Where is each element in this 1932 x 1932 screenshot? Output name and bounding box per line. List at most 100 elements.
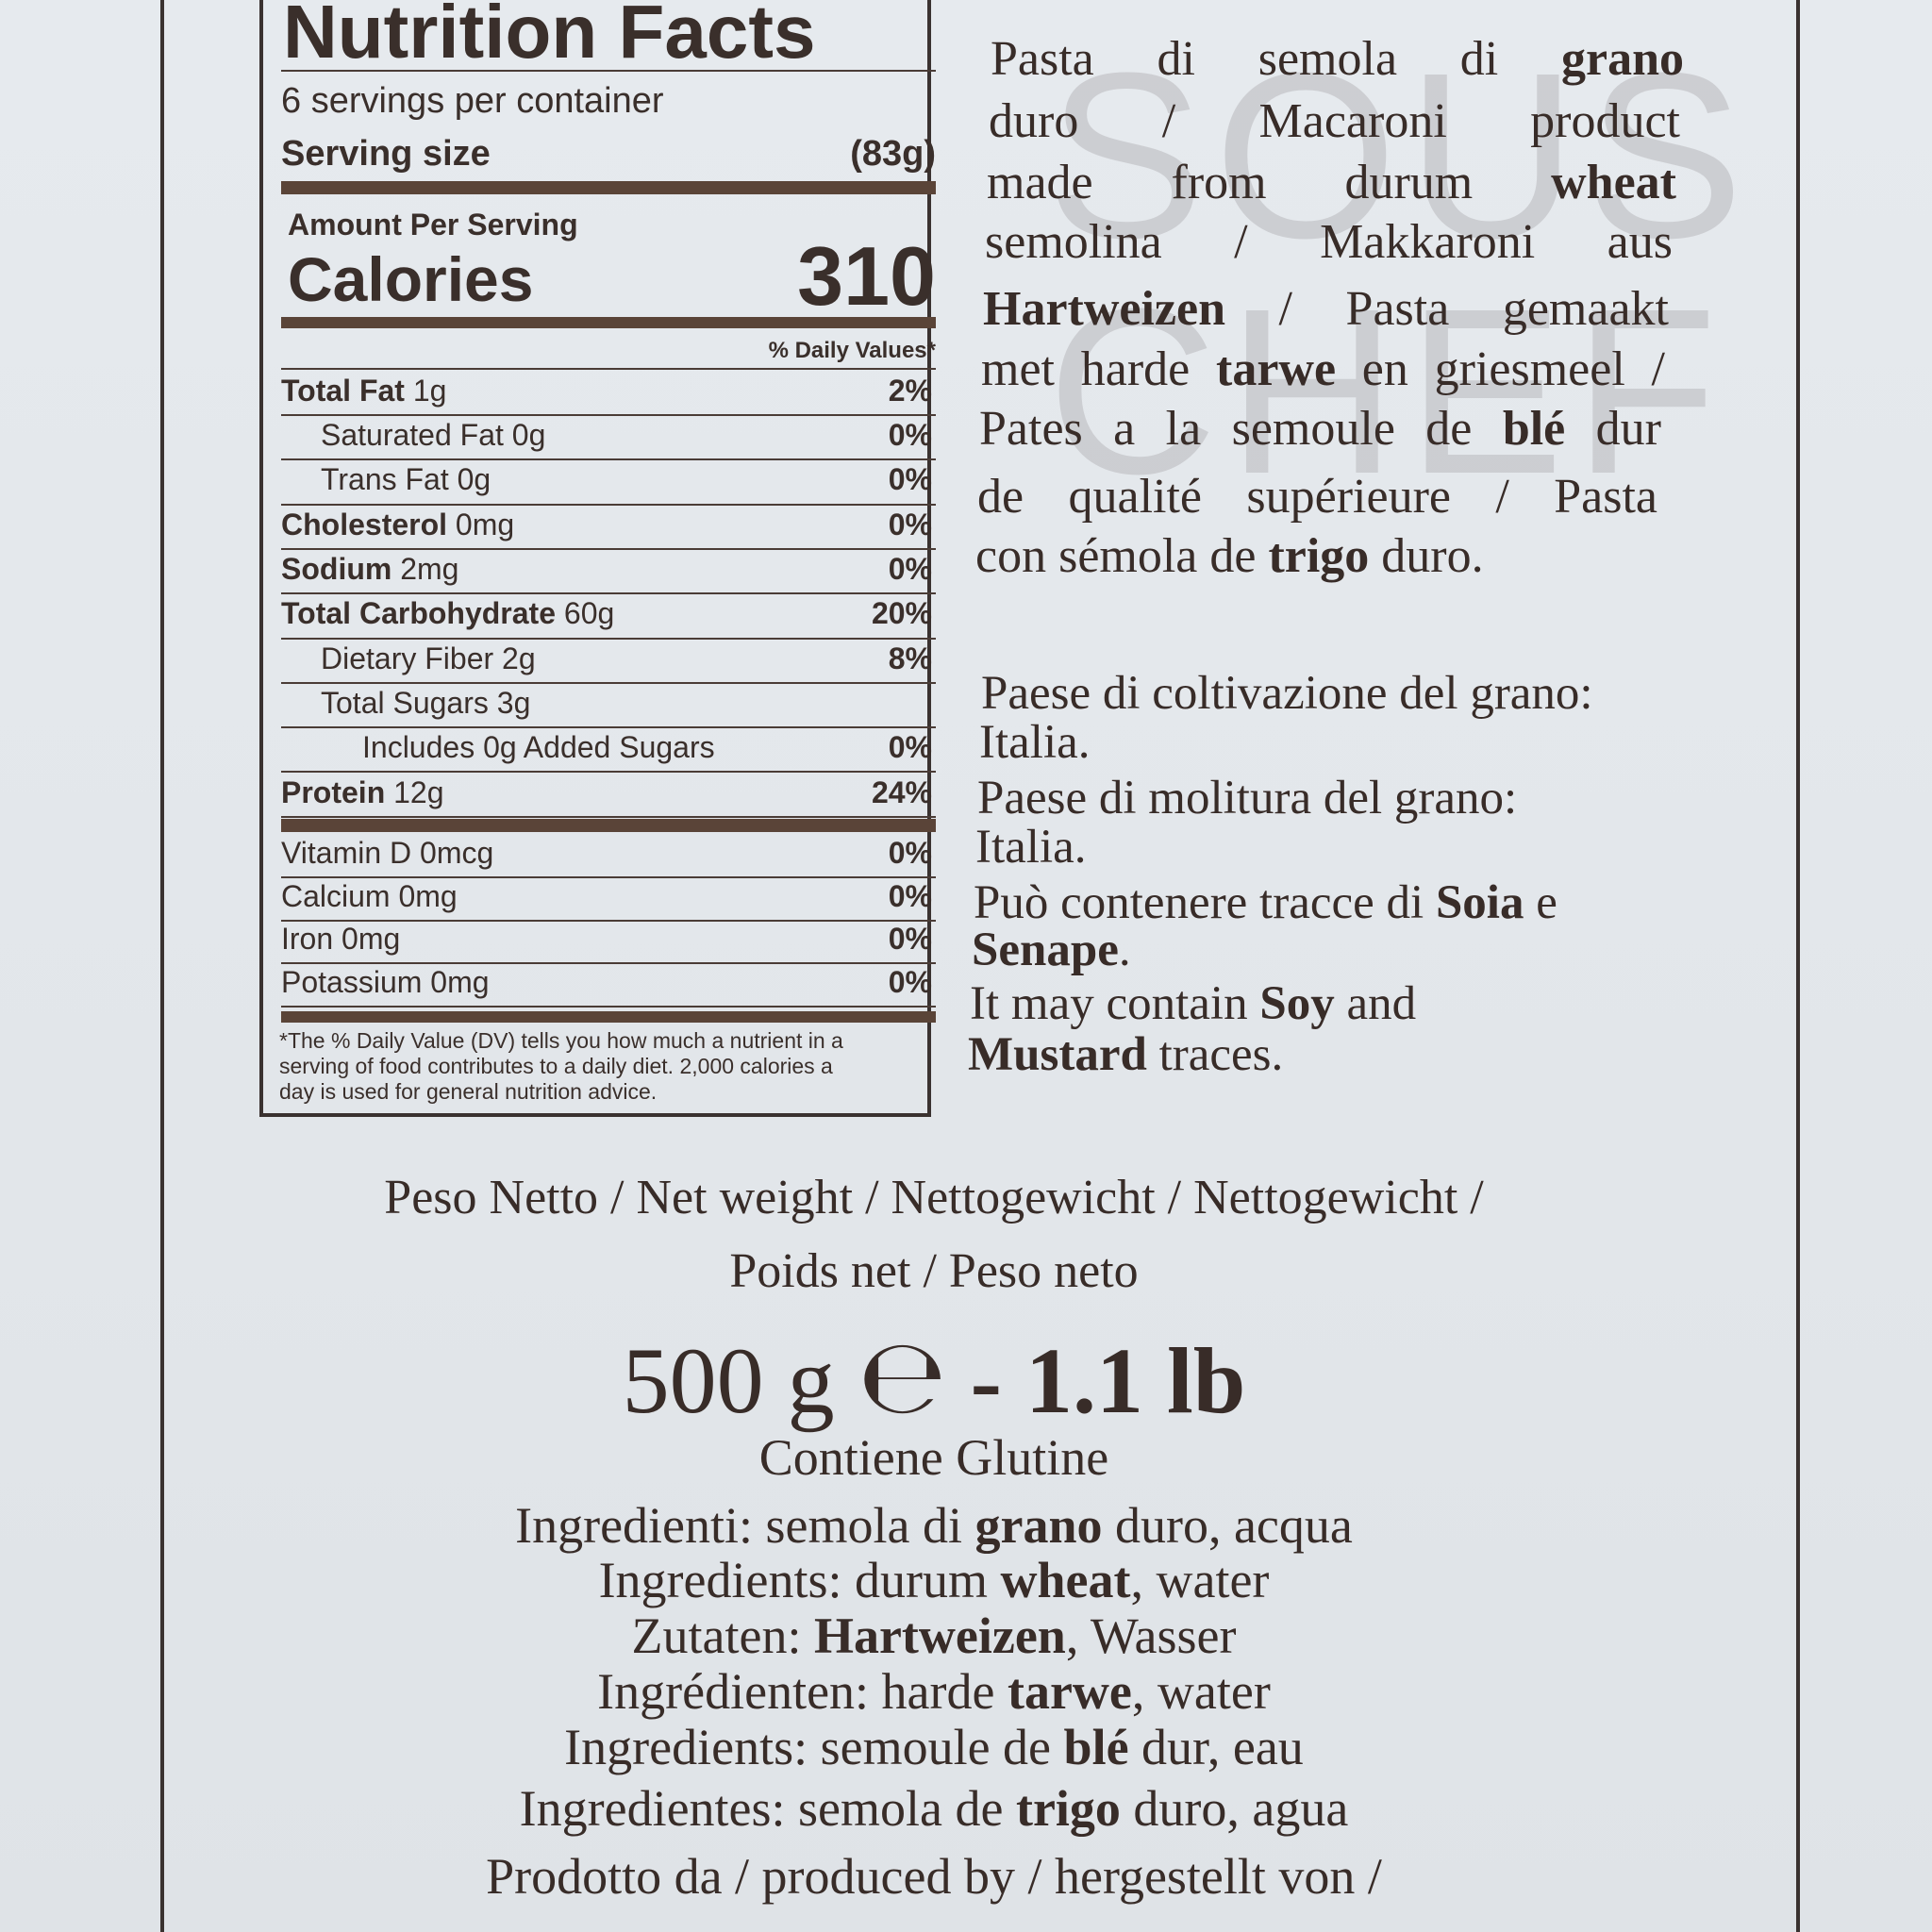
text: de qualité supérieure / Pasta bbox=[977, 470, 1657, 524]
rule bbox=[281, 70, 936, 72]
daily-value: 2% bbox=[888, 373, 932, 408]
nutrient-amount: 60g bbox=[563, 596, 615, 631]
text: , water bbox=[1131, 1663, 1271, 1720]
text: semolina / Makkaroni aus bbox=[985, 215, 1673, 269]
nutrient-label: Total Carbohydrate 60g bbox=[281, 596, 614, 631]
nutrient-amount: 1g bbox=[412, 373, 447, 408]
footnote: serving of food contributes to a daily d… bbox=[279, 1054, 833, 1078]
nutrient-amount: 0g bbox=[511, 418, 546, 453]
nutrient-label: Calcium 0mg bbox=[281, 879, 458, 914]
rule bbox=[281, 368, 936, 370]
rule bbox=[281, 681, 936, 684]
text: con sémola de bbox=[975, 529, 1269, 583]
nutrient-amount: 2g bbox=[502, 641, 536, 675]
text-line: Ingredienti: semola di grano duro, acqua bbox=[0, 1500, 1900, 1551]
text-line: Pasta di semola di grano bbox=[991, 35, 1684, 84]
text-line: Senape. bbox=[972, 926, 1131, 974]
bold-text: trigo bbox=[1015, 1780, 1121, 1837]
text: Contiene Glutine bbox=[758, 1429, 1109, 1486]
text-line: Paese di coltivazione del grano: bbox=[981, 670, 1593, 718]
daily-value: 0% bbox=[888, 878, 932, 913]
bold-text: wheat bbox=[1551, 156, 1676, 209]
rule bbox=[281, 592, 936, 595]
text: traces. bbox=[1146, 1028, 1284, 1081]
watermark: CHEF bbox=[1047, 259, 1727, 523]
text: en griesmeel / bbox=[1336, 342, 1665, 396]
text-line: Italia. bbox=[979, 719, 1091, 767]
daily-value: 0% bbox=[888, 964, 932, 999]
weight-metric: 500 g bbox=[622, 1328, 835, 1433]
text-line: Paese di molitura del grano: bbox=[977, 774, 1517, 823]
text: Ingredients: semoule de bbox=[564, 1719, 1064, 1775]
text: Paese di molitura del grano: bbox=[977, 772, 1518, 824]
text-line: It may contain Soy and bbox=[970, 980, 1416, 1028]
nutrient-name: Iron bbox=[281, 922, 334, 957]
weight-imperial: - 1.1 lb bbox=[970, 1328, 1246, 1433]
estimated-sign: ℮ bbox=[858, 1316, 947, 1437]
serving-size-label: Serving size bbox=[281, 134, 491, 174]
nutrient-label: Total Sugars 3g bbox=[321, 686, 530, 721]
bold-text: grano bbox=[1561, 32, 1684, 86]
nutrient-name: Total Carbohydrate bbox=[281, 596, 556, 631]
nutrient-amount: 12g bbox=[393, 774, 444, 809]
text-line: Italia. bbox=[975, 824, 1087, 872]
nutrient-amount: 0mg bbox=[341, 922, 401, 957]
text: dur bbox=[1565, 402, 1661, 456]
package-edge bbox=[1796, 0, 1800, 1932]
bold-text: blé bbox=[1502, 402, 1566, 456]
text: Ingrédienten: harde bbox=[597, 1663, 1008, 1720]
nutrient-amount: 2mg bbox=[400, 552, 459, 586]
nutrient-name: Sodium bbox=[281, 552, 392, 586]
text-line: Prodotto da / produced by / hergestellt … bbox=[0, 1851, 1900, 1902]
text-line: con sémola de trigo duro. bbox=[975, 532, 1484, 581]
text-line: Mustard traces. bbox=[968, 1031, 1283, 1079]
nutrient-label: Iron 0mg bbox=[281, 922, 400, 957]
text: Italia. bbox=[975, 821, 1087, 874]
text: Prodotto da / produced by / hergestellt … bbox=[486, 1848, 1382, 1905]
nutrient-label: Potassium 0mg bbox=[281, 965, 490, 1000]
dv-header: % Daily Values* bbox=[768, 338, 936, 363]
nutrient-name: Total Fat bbox=[281, 373, 405, 408]
serving-size: (83g) bbox=[850, 134, 936, 174]
text: Pates a la semoule de bbox=[979, 402, 1503, 456]
text-line: de qualité supérieure / Pasta bbox=[977, 473, 1657, 522]
bold-text: Hartweizen bbox=[813, 1607, 1066, 1664]
text: Ingredienti: semola di bbox=[515, 1497, 975, 1554]
amount-per-serving: Amount Per Serving bbox=[288, 208, 578, 242]
bold-text: Hartweizen bbox=[983, 282, 1226, 336]
daily-value: 0% bbox=[888, 552, 932, 586]
calories: 310 bbox=[797, 229, 936, 323]
nutrient-label: Total Fat 1g bbox=[281, 374, 446, 408]
rule bbox=[281, 876, 936, 878]
text: Ingredientes: semola de bbox=[519, 1780, 1016, 1837]
text: dur, eau bbox=[1128, 1719, 1304, 1775]
nutrient-name: Potassium bbox=[281, 964, 423, 999]
rule bbox=[281, 547, 936, 550]
nutrient-amount: 0g bbox=[457, 462, 491, 497]
bar bbox=[281, 317, 936, 328]
bold-text: tarwe bbox=[1216, 342, 1337, 396]
text-line: made from durum wheat bbox=[987, 158, 1676, 208]
rule bbox=[281, 771, 936, 774]
daily-value: 24% bbox=[871, 774, 932, 809]
bold-text: tarwe bbox=[1007, 1663, 1132, 1720]
bar bbox=[281, 1011, 936, 1023]
daily-value: 0% bbox=[888, 922, 932, 957]
nutrient-name: Dietary Fiber bbox=[321, 641, 494, 675]
rule bbox=[281, 726, 936, 729]
nutrient-name: Includes 0g Added Sugars bbox=[362, 730, 715, 765]
nutrient-name: Cholesterol bbox=[281, 507, 448, 541]
text-line: Ingredientes: semola de trigo duro, agua bbox=[0, 1783, 1900, 1834]
nutrient-label: Protein 12g bbox=[281, 775, 444, 810]
net-weight: Poids net / Peso neto bbox=[729, 1244, 1139, 1298]
text: duro, agua bbox=[1120, 1780, 1349, 1837]
nutrient-label: Dietary Fiber 2g bbox=[321, 641, 536, 676]
text: duro, acqua bbox=[1102, 1497, 1353, 1554]
nutrient-amount: 0mcg bbox=[420, 835, 494, 870]
nutrient-label: Includes 0g Added Sugars bbox=[362, 730, 715, 765]
bold-text: wheat bbox=[1000, 1552, 1131, 1608]
nutrition-title: Nutrition Facts bbox=[283, 0, 816, 74]
daily-value: 0% bbox=[888, 418, 932, 453]
rule bbox=[281, 815, 936, 818]
